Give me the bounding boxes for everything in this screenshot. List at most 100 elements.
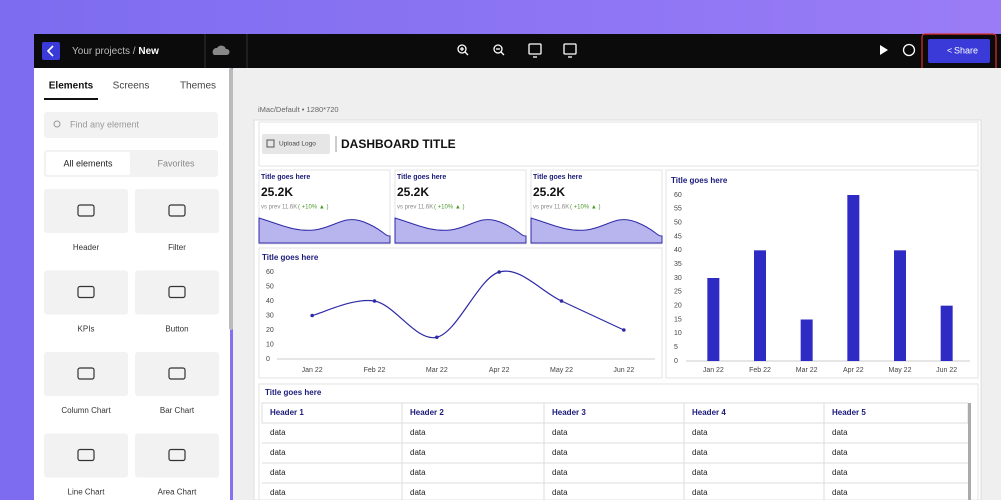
y-tick-label: 20 — [266, 327, 274, 334]
upload-logo[interactable] — [262, 134, 330, 154]
x-tick-label: Mar 22 — [426, 367, 448, 374]
element-tile[interactable] — [44, 352, 128, 396]
x-tick-label: May 22 — [550, 367, 573, 374]
toolbar — [457, 43, 577, 58]
table-header: Header 4 — [692, 408, 726, 417]
y-tick-label: 20 — [674, 303, 682, 310]
y-tick-label: 50 — [266, 283, 274, 290]
kpi-change: ( +10% ▲ ) — [570, 205, 600, 211]
tab[interactable]: Elements — [49, 81, 94, 92]
point — [435, 335, 439, 340]
x-tick-label: Jun 22 — [613, 367, 634, 374]
table-header: Header 5 — [832, 408, 866, 417]
y-tick-label: 30 — [674, 275, 682, 282]
y-tick-label: 60 — [674, 192, 682, 199]
search-icon — [53, 120, 61, 128]
filter-option[interactable]: Favorites — [157, 158, 195, 168]
element-tile[interactable] — [135, 189, 219, 233]
y-tick-label: 50 — [674, 220, 682, 227]
chart-title: Title goes here — [671, 176, 728, 185]
share-label[interactable]: Share — [954, 45, 978, 55]
x-tick-label: Jan 22 — [302, 367, 323, 374]
tab[interactable]: Screens — [113, 81, 150, 92]
scrollbar[interactable] — [229, 68, 233, 330]
search-box[interactable] — [44, 112, 218, 138]
table-scrollbar[interactable] — [968, 403, 971, 500]
play-icon[interactable] — [880, 45, 888, 55]
kpi-change: ( +10% ▲ ) — [298, 205, 328, 211]
element-label: Button — [165, 325, 188, 334]
table-cell: data — [832, 468, 848, 477]
y-tick-label: 35 — [674, 261, 682, 268]
kpi-comparison: vs prev 11.6K — [261, 205, 297, 211]
tab[interactable]: Themes — [180, 81, 216, 92]
table-cell: data — [410, 468, 426, 477]
upload-logo-label[interactable]: Upload Logo — [279, 141, 316, 148]
element-icon — [77, 367, 95, 380]
breadcrumb-link[interactable]: Your projects / — [72, 46, 138, 57]
x-tick-label: Apr 22 — [843, 367, 864, 374]
table-cell: data — [692, 448, 708, 457]
share-button[interactable] — [928, 39, 990, 63]
element-tile[interactable] — [44, 189, 128, 233]
point — [372, 299, 377, 303]
filter-option[interactable]: All elements — [63, 158, 113, 168]
y-tick-label: 10 — [674, 330, 682, 337]
kpi-sparkline — [530, 217, 663, 244]
share-icon: < — [947, 45, 952, 55]
preview[interactable] — [528, 43, 542, 55]
search-placeholder: Find any element — [70, 119, 140, 129]
element-tile[interactable] — [135, 433, 219, 478]
table-cell: data — [832, 488, 848, 497]
point — [310, 313, 314, 318]
bar — [754, 250, 766, 361]
comment-icon[interactable] — [902, 43, 916, 57]
y-tick-label: 25 — [674, 289, 682, 296]
table-cell: data — [692, 428, 708, 437]
element-icon — [168, 367, 186, 380]
table-cell: data — [270, 488, 286, 497]
y-tick-label: 45 — [674, 233, 682, 240]
breadcrumb[interactable]: Your projects / New — [72, 46, 159, 57]
zoom-out[interactable] — [493, 44, 503, 54]
zoom-in[interactable] — [457, 44, 467, 54]
element-label: Column Chart — [61, 406, 111, 415]
kpi-value: 25.2K — [533, 185, 565, 199]
element-icon — [77, 448, 95, 462]
table-cell: data — [692, 468, 708, 477]
bar — [847, 195, 860, 361]
element-icon — [77, 204, 95, 217]
line — [312, 270, 625, 339]
table-cell: data — [410, 488, 426, 497]
y-tick-label: 40 — [674, 247, 682, 254]
point — [559, 299, 564, 303]
kpi-comparison: vs prev 11.6K — [397, 205, 433, 211]
bar — [894, 250, 906, 361]
cloud-icon[interactable] — [212, 45, 230, 55]
element-label: Bar Chart — [160, 406, 195, 415]
table-cell: data — [552, 468, 568, 477]
x-tick-label: Jun 22 — [936, 367, 957, 374]
table-cell: data — [270, 428, 286, 437]
chart-title: Title goes here — [262, 253, 319, 262]
element-tile[interactable] — [135, 270, 219, 315]
x-tick-label: May 22 — [889, 367, 912, 374]
back-icon — [46, 45, 54, 57]
element-tile[interactable] — [44, 270, 128, 315]
y-tick-label: 60 — [266, 269, 274, 276]
filter-active[interactable] — [46, 152, 130, 175]
kpi-sparkline — [394, 217, 527, 244]
kpi-title: Title goes here — [533, 174, 582, 181]
bar — [940, 305, 953, 361]
x-tick-label: Jan 22 — [703, 367, 724, 374]
x-tick-label: Apr 22 — [489, 367, 510, 374]
table-header: Header 1 — [270, 408, 304, 417]
present[interactable] — [563, 43, 577, 55]
top-bar — [34, 34, 1001, 68]
logo-icon — [266, 139, 275, 148]
back-button[interactable] — [42, 42, 60, 60]
table-cell: data — [832, 448, 848, 457]
element-tile[interactable] — [135, 352, 219, 396]
element-tile[interactable] — [44, 433, 128, 478]
